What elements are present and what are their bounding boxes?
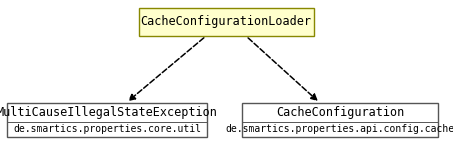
Text: CacheConfigurationLoader: CacheConfigurationLoader	[140, 16, 312, 29]
Bar	[242, 103, 438, 137]
Text: de.smartics.properties.core.util: de.smartics.properties.core.util	[13, 124, 201, 134]
Text: CacheConfiguration: CacheConfiguration	[276, 106, 404, 119]
Text: de.smartics.properties.api.config.cache: de.smartics.properties.api.config.cache	[226, 124, 453, 134]
Bar	[139, 8, 313, 36]
Bar	[7, 103, 207, 137]
Text: MultiCauseIllegalStateException: MultiCauseIllegalStateException	[0, 106, 217, 119]
